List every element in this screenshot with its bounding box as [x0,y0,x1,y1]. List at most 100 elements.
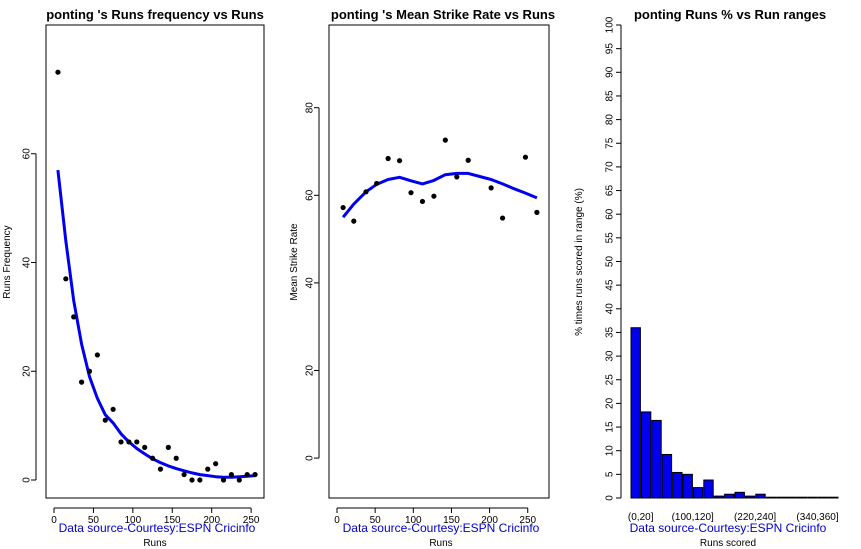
bar [692,487,704,499]
y-tick-label: 0 [305,455,316,461]
x-tick-label: 200 [203,515,220,526]
data-point [442,137,448,143]
data-point [110,406,116,412]
data-point [149,455,156,461]
data-point [431,193,437,199]
data-point [534,209,540,215]
bar [796,496,808,499]
panel-run-ranges: ponting Runs % vs Run ranges 0 5 10 15 20 25 3… [574,7,839,549]
data-point [340,204,346,211]
data-point [488,185,494,191]
bar [765,496,777,499]
y-tick-label: 60 [305,189,316,201]
source-note: Data source-Courtesy:ESPN Cricinfo [59,521,256,535]
data-point [142,444,148,450]
panel-mean-strike-rate: ponting 's Mean Strike Rate vs Runs 0 50 1… [289,7,555,549]
x-tick-label: 150 [164,515,181,526]
y-tick-label: 5 [605,471,616,477]
y-tick-label: 80 [605,114,616,126]
x-tick-label: 200 [481,515,498,526]
x-tick-label: (220,240] [734,512,776,523]
bar [734,491,745,499]
data-point [363,189,369,195]
data-point [126,439,132,445]
data-point [419,198,426,205]
x-axis: 0 50 100 150 200 250 [334,507,537,526]
bar [703,479,714,499]
y-tick-label: 60 [605,208,616,220]
bar [828,496,839,499]
data-point [55,69,61,75]
data-point [220,477,227,483]
y-tick-label: 35 [605,326,616,338]
y-axis-label: Runs Frequency [2,225,13,298]
y-tick-label: 60 [22,148,33,160]
x-tick-label: 100 [405,515,422,526]
x-tick-label: 50 [88,515,100,526]
x-axis: 0 50 100 150 200 250 [51,507,260,526]
x-tick-label: 0 [334,515,340,526]
data-point [244,471,250,478]
x-tick-label: 100 [125,515,142,526]
data-point [71,314,77,320]
y-tick-label: 40 [305,277,316,289]
y-tick-label: 20 [605,397,616,409]
plot-marks [630,327,839,499]
y-tick-label: 40 [605,303,616,315]
data-point [236,477,242,483]
bar [682,473,693,499]
bar [817,496,829,499]
y-tick-label: 15 [605,421,616,433]
data-point [173,455,179,461]
y-tick-label: 20 [305,365,316,377]
bar [713,495,725,499]
y-tick-label: 45 [605,279,616,291]
y-axis-label: Mean Strike Rate [289,223,300,301]
x-tick-label: 50 [370,515,382,526]
data-point [408,190,414,196]
y-tick-label: 85 [605,90,616,102]
bar [744,495,756,499]
bar [672,471,683,499]
chart-title: ponting 's Mean Strike Rate vs Runs [331,7,555,22]
y-tick-label: 0 [605,495,616,501]
bar [724,493,735,499]
y-tick-label: 20 [22,365,33,377]
chart-title: ponting 's Runs frequency vs Runs [46,7,264,22]
x-tick-label: (0,20] [628,512,654,523]
fit-line [56,169,256,479]
y-tick-label: 30 [605,350,616,362]
y-tick-label: 40 [22,257,33,269]
data-point [385,155,391,162]
y-tick-label: 70 [605,161,616,173]
y-tick-label: 65 [605,185,616,197]
source-note: Data source-Courtesy:ESPN Cricinfo [343,521,540,535]
data-point [396,158,403,164]
data-point [522,154,529,160]
bar [776,496,787,499]
plot-frame [45,24,265,499]
x-tick-label: 150 [443,515,460,526]
data-point [213,461,219,467]
plot-frame [328,24,550,499]
y-axis: 0 20 40 60 80 [305,102,320,461]
bar [786,496,797,499]
y-axis-label: % times runs scored in range (%) [574,188,585,336]
x-tick-label: 250 [243,515,260,526]
data-point [181,471,187,478]
y-axis: 0 5 10 15 20 25 30 35 40 45 50 55 60 65 70 75 80 85 90 95 10… [605,16,621,501]
data-point [197,477,203,483]
x-axis-label: Runs [429,538,452,549]
y-tick-label: 75 [605,137,616,149]
bar [630,327,641,499]
data-point [102,417,108,423]
data-point [63,276,69,282]
data-point [189,477,195,483]
x-axis-label: Runs [143,538,166,549]
data-point [134,439,140,445]
data-point [205,466,211,472]
data-point [499,215,506,221]
data-point [374,180,380,187]
bar [807,496,818,499]
y-tick-label: 95 [605,43,616,55]
